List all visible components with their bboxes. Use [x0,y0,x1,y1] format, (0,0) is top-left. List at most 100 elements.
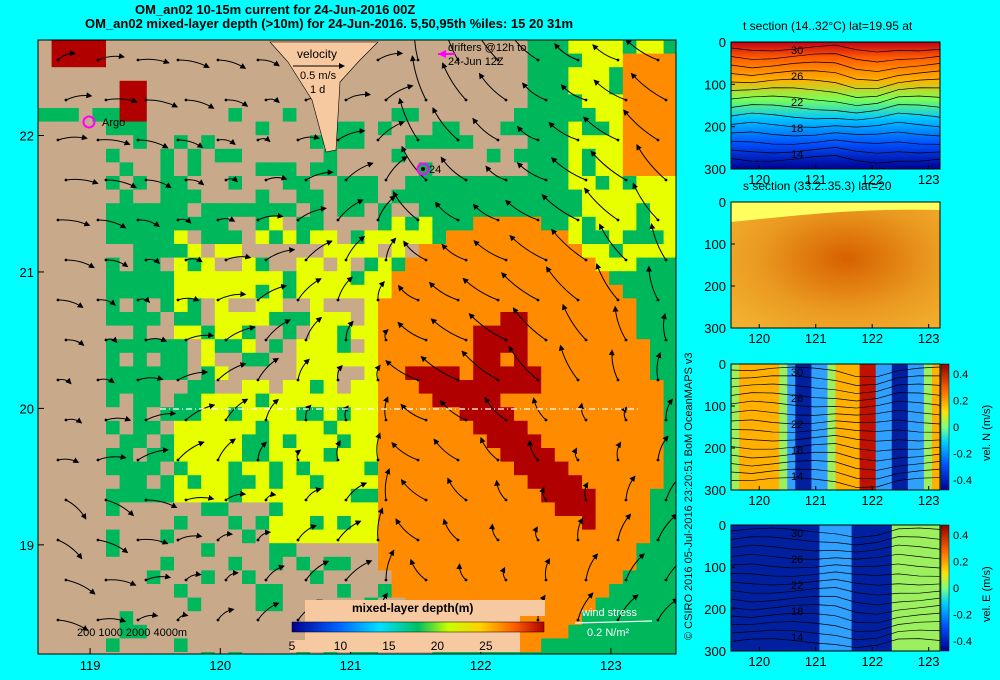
mld-cell [201,121,216,136]
current-vector [414,40,419,61]
mld-cell [51,339,66,354]
vector-origin-dot [96,458,100,462]
mld-cell [663,611,676,626]
mld-cell [106,366,121,381]
current-vector [177,139,204,149]
current-vector [433,438,459,461]
section-cell [771,525,780,651]
section-cell [779,525,788,651]
section-cell [827,364,836,490]
mld-cell [364,325,379,340]
mld-cell [609,312,624,327]
mld-cell [568,189,583,204]
mld-cell [405,40,420,55]
current-vector [97,299,116,306]
mld-cell [282,352,297,367]
mld-cell [568,108,583,123]
mld-cell [378,40,393,55]
mld-cell [541,393,556,408]
mld-cell [432,352,447,367]
mld-cell [405,448,420,463]
mld-cell [214,380,229,395]
mld-cell [582,108,597,123]
mld-cell [160,393,175,408]
mld-cell [174,352,189,367]
velocity-colorbar-tick: -0.4 [953,636,972,648]
section-y-tick-label: 300 [704,483,726,498]
section-cell [875,525,885,651]
mld-cell [486,203,501,218]
mld-cell [133,162,148,177]
drifters-label-2: 24-Jun 12Z [448,56,504,68]
mld-cell [622,284,637,299]
mld-cell [146,393,161,408]
mld-cell [391,529,406,544]
mld-cell [51,40,66,55]
mld-cell [228,556,243,571]
current-vector [646,265,659,301]
mld-cell [174,135,189,150]
mld-cell [459,407,474,422]
isotherm-contour [730,638,941,649]
mld-cell [364,380,379,395]
mld-cell [133,271,148,286]
mld-cell [405,189,420,204]
section-x-tick-label: 120 [748,331,770,346]
mld-cell [622,244,637,259]
mld-cell [78,189,93,204]
current-vector [608,349,619,381]
current-vector [649,222,667,261]
mld-cell [174,488,189,503]
mld-cell [269,434,284,449]
vector-origin-dot [56,58,60,62]
mld-cell [378,257,393,272]
mld-cell [432,148,447,163]
velocity-colorbar [940,524,950,652]
mld-cell [486,366,501,381]
mld-cell [214,108,229,123]
mld-cell [650,461,665,476]
mld-cell [446,189,461,204]
mld-cell [187,67,202,82]
mld-cell [609,475,624,490]
mld-cell [106,488,121,503]
current-vector [345,482,368,501]
current-vector [345,91,372,101]
mld-cell [541,380,556,395]
current-vector [448,40,459,61]
mld-cell [391,257,406,272]
isotherm-contour [730,383,941,394]
mld-cell [378,543,393,558]
mld-cell [364,407,379,422]
mld-cell [282,393,297,408]
mld-cell [391,380,406,395]
mld-cell [119,556,134,571]
mld-cell [500,325,515,340]
section-y-tick-label: 200 [704,120,726,135]
mld-cell [418,121,433,136]
vector-origin-dot [304,418,308,422]
map-y-tick-label: 21 [20,265,34,280]
mld-cell [582,257,597,272]
mld-cell [337,339,352,354]
mld-cell [432,488,447,503]
mld-cell [568,461,583,476]
mld-cell [432,94,447,109]
vector-origin-dot [136,218,140,222]
mld-cell [527,339,542,354]
mld-cell [582,448,597,463]
mld-cell [269,135,284,150]
mld-cell [201,448,216,463]
section-cell [923,364,933,490]
mld-cell [486,584,501,599]
current-vector [625,40,659,61]
contour-label: 30 [791,45,803,57]
mld-cell [296,502,311,517]
mld-cell [160,339,175,354]
mld-cell [432,543,447,558]
mld-cell [65,162,80,177]
mld-cell [146,529,161,544]
isotherm-contour [730,400,941,409]
contour-label: 14 [791,471,803,483]
